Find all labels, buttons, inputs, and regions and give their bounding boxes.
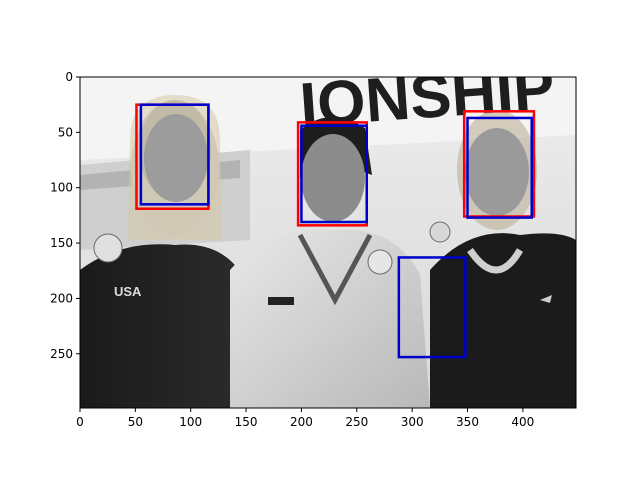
x-tick-label: 150 — [235, 415, 258, 429]
y-tick-label: 50 — [58, 125, 73, 139]
x-tick-label: 0 — [76, 415, 84, 429]
x-tick-label: 350 — [456, 415, 479, 429]
x-tick-label: 300 — [401, 415, 424, 429]
axes-frame — [79, 76, 577, 409]
x-tick-label: 200 — [290, 415, 313, 429]
usa-logo: USA — [114, 284, 142, 299]
y-tick-label: 150 — [50, 236, 73, 250]
blue-box-3 — [466, 116, 533, 219]
photo: IONSHIP USA — [80, 77, 576, 408]
bounding-boxes — [135, 103, 536, 359]
x-tick-label: 400 — [511, 415, 534, 429]
y-tick-label: 100 — [50, 181, 73, 195]
x-tick-label: 50 — [128, 415, 143, 429]
y-axis: 0 50 100 150 200 250 — [50, 70, 80, 361]
y-tick-label: 0 — [65, 70, 73, 84]
y-tick-label: 200 — [50, 291, 73, 305]
blue-box-2 — [300, 124, 368, 224]
y-tick-label: 250 — [50, 347, 73, 361]
x-tick-label: 250 — [345, 415, 368, 429]
blue-box-4 — [397, 256, 467, 359]
x-tick-label: 100 — [179, 415, 202, 429]
x-axis: 0 50 100 150 200 250 300 350 400 — [76, 408, 534, 429]
blue-box-1 — [139, 103, 210, 206]
